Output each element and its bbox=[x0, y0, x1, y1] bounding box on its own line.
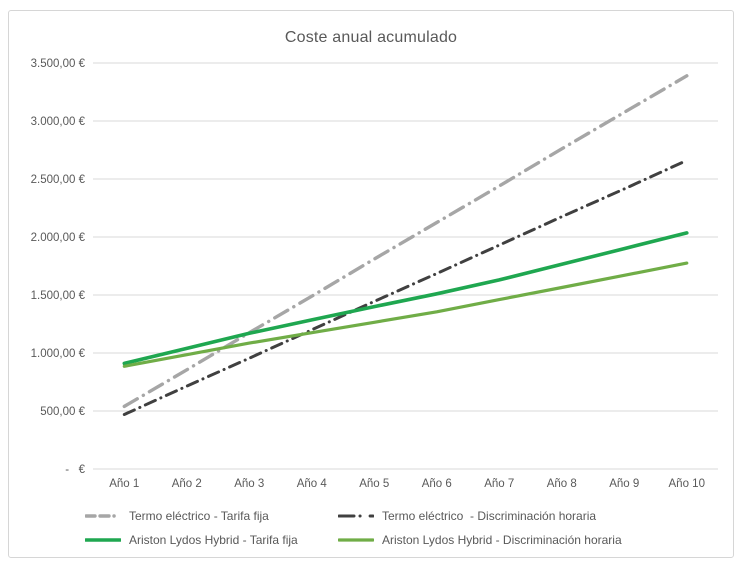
legend-item-1[interactable]: Termo eléctrico - Tarifa fija bbox=[85, 508, 338, 524]
chart-title: Coste anual acumulado bbox=[284, 29, 458, 46]
y-tick-label: 3.000,00 € bbox=[31, 116, 86, 128]
legend-label-2: Termo eléctrico - Discriminación horaria bbox=[382, 509, 597, 523]
x-tick-label: Año 3 bbox=[234, 478, 264, 490]
x-tick-label: Año 10 bbox=[669, 478, 705, 490]
series-line-3 bbox=[122, 231, 689, 366]
y-tick-label: 1.000,00 € bbox=[31, 348, 86, 360]
legend-marker-2 bbox=[338, 514, 374, 518]
legend-item-3[interactable]: Ariston Lydos Hybrid - Tarifa fija bbox=[85, 532, 338, 548]
legend-marker-4 bbox=[338, 538, 374, 542]
x-tick-label: Año 4 bbox=[297, 478, 328, 490]
legend-marker-3 bbox=[85, 538, 121, 542]
y-tick-label: 2.000,00 € bbox=[31, 232, 86, 244]
legend-label-1: Termo eléctrico - Tarifa fija bbox=[129, 509, 269, 523]
chart-frame[interactable]: Coste anual acumulado bbox=[8, 10, 734, 558]
y-tick-label: 1.500,00 € bbox=[31, 290, 86, 302]
y-tick-label: 500,00 € bbox=[40, 406, 85, 418]
legend-label-4: Ariston Lydos Hybrid - Discriminación ho… bbox=[382, 533, 622, 547]
x-tick-label: Año 7 bbox=[484, 478, 514, 490]
legend-item-4[interactable]: Ariston Lydos Hybrid - Discriminación ho… bbox=[338, 532, 677, 548]
y-tick-label: - € bbox=[65, 464, 85, 476]
legend-label-3: Ariston Lydos Hybrid - Tarifa fija bbox=[129, 533, 298, 547]
chart-legend: Termo eléctrico - Tarifa fija Termo eléct… bbox=[85, 508, 677, 548]
x-tick-label: Año 9 bbox=[609, 478, 639, 490]
x-tick-label: Año 8 bbox=[547, 478, 577, 490]
x-tick-label: Año 1 bbox=[109, 478, 139, 490]
x-tick-label: Año 2 bbox=[172, 478, 202, 490]
x-tick-label: Año 5 bbox=[359, 478, 389, 490]
series-line-2 bbox=[122, 158, 689, 416]
x-tick-label: Año 6 bbox=[422, 478, 452, 490]
y-tick-label: 3.500,00 € bbox=[31, 58, 86, 70]
legend-marker-1 bbox=[85, 514, 121, 518]
legend-item-2[interactable]: Termo eléctrico - Discriminación horaria bbox=[338, 508, 677, 524]
series-line-1 bbox=[122, 74, 689, 409]
series-line-4 bbox=[122, 261, 689, 368]
y-tick-label: 2.500,00 € bbox=[31, 174, 86, 186]
